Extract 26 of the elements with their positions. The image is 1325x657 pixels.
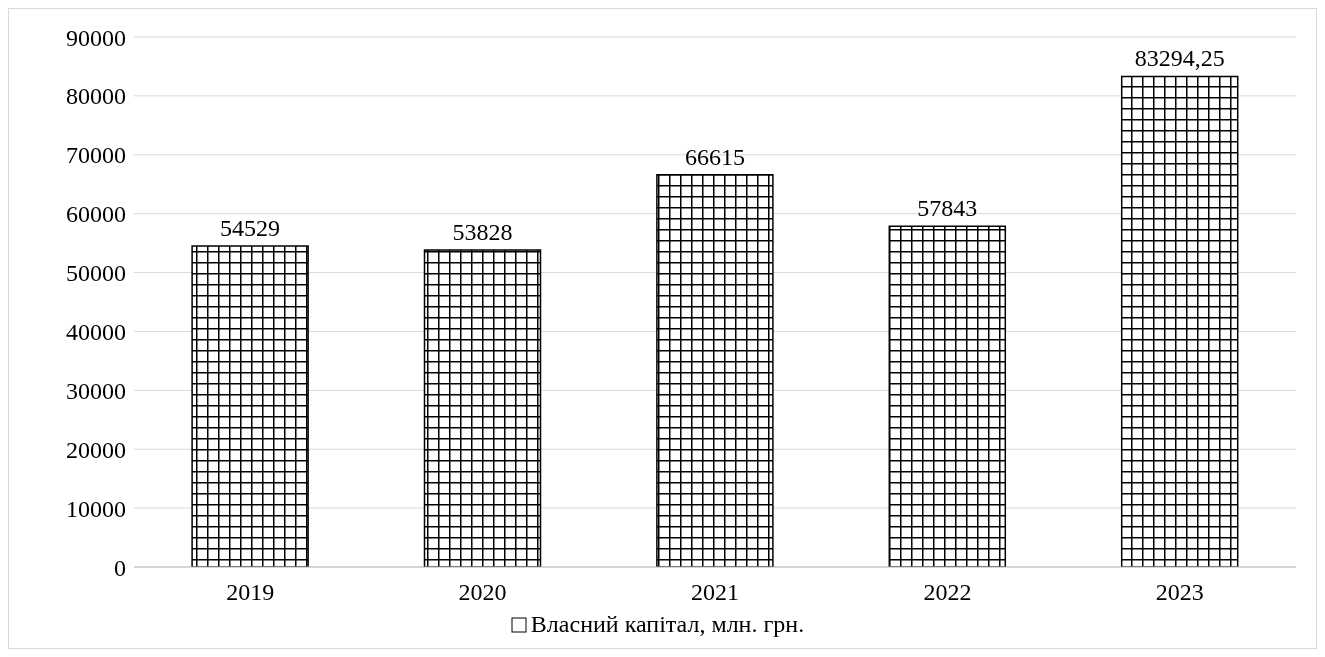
data-label: 83294,25 <box>1134 45 1225 72</box>
x-tick-label: 2023 <box>1155 579 1204 606</box>
bar <box>656 173 774 567</box>
bar <box>423 249 542 567</box>
y-tick-label: 0 <box>114 554 126 581</box>
x-tick-label: 2022 <box>923 579 972 606</box>
y-tick-label: 50000 <box>66 260 126 287</box>
y-tick-label: 30000 <box>66 377 126 404</box>
data-label: 57843 <box>917 195 978 222</box>
data-label: 66615 <box>684 143 745 170</box>
y-tick-label: 70000 <box>66 142 126 169</box>
y-tick-label: 40000 <box>66 318 126 345</box>
y-tick-label: 10000 <box>66 495 126 522</box>
bar <box>1120 75 1239 567</box>
y-tick-label: 80000 <box>66 83 126 110</box>
series-label: Власний капітал, млн. грн. <box>529 611 805 638</box>
y-tick-label: 90000 <box>66 24 126 51</box>
y-tick-label: 60000 <box>66 201 126 228</box>
x-tick-label: 2020 <box>458 579 507 606</box>
data-label: 54529 <box>220 214 281 241</box>
bar <box>191 245 309 567</box>
bar <box>888 225 1007 567</box>
x-tick-label: 2021 <box>691 579 739 606</box>
data-label: 53828 <box>452 219 513 246</box>
y-tick-label: 20000 <box>66 436 126 463</box>
x-tick-label: 2019 <box>226 579 275 606</box>
